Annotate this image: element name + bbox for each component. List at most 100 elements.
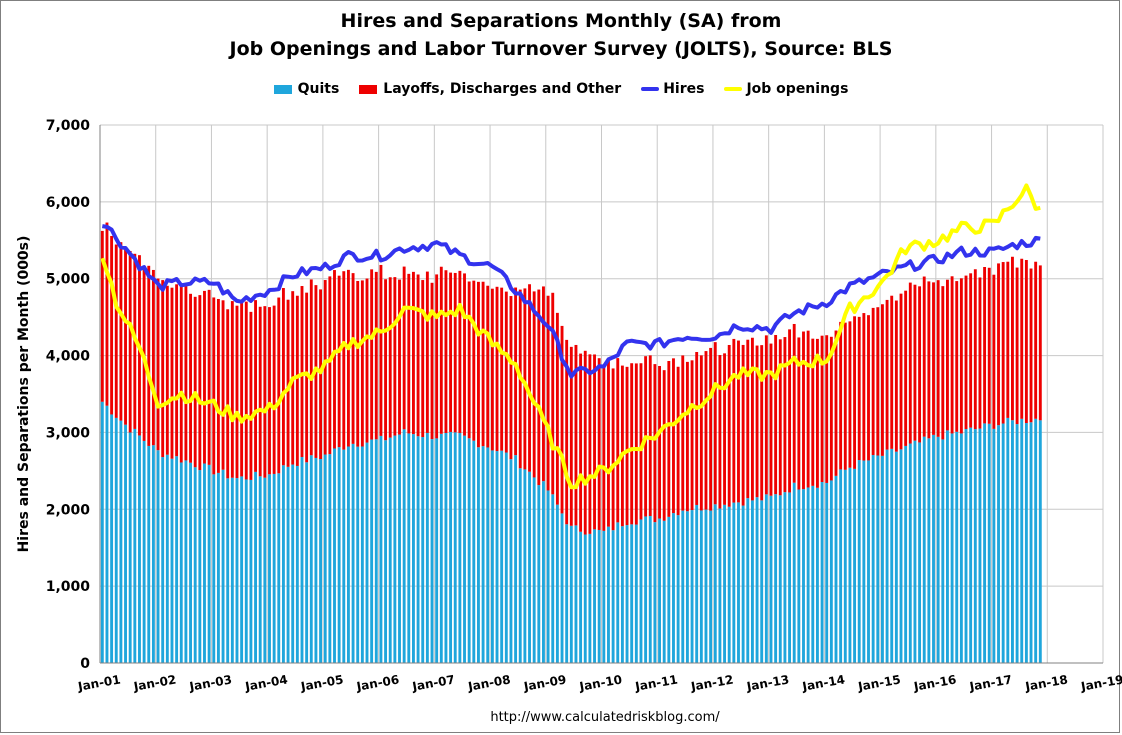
bar-layoffs bbox=[634, 363, 638, 525]
bar-layoffs bbox=[685, 361, 689, 512]
bar-layoffs bbox=[946, 279, 949, 431]
bar-layoffs bbox=[718, 355, 722, 509]
bar-layoffs bbox=[593, 354, 596, 530]
bar-layoffs bbox=[746, 339, 750, 499]
bar-layoffs bbox=[147, 265, 151, 446]
x-tick-label: Jan-15 bbox=[856, 672, 902, 693]
bar-quits bbox=[750, 500, 754, 663]
bar-quits bbox=[416, 436, 420, 663]
bar-quits bbox=[667, 516, 671, 663]
bar-layoffs bbox=[235, 305, 239, 479]
bar-quits bbox=[156, 450, 160, 663]
bar-quits bbox=[528, 471, 531, 663]
bar-layoffs bbox=[472, 280, 476, 441]
bar-quits bbox=[695, 504, 699, 663]
bar-layoffs bbox=[407, 273, 411, 434]
bar-layoffs bbox=[240, 302, 244, 477]
bar-quits bbox=[295, 465, 299, 663]
bar-layoffs bbox=[523, 288, 527, 470]
x-tick-label: Jan-18 bbox=[1023, 672, 1069, 693]
bar-layoffs bbox=[268, 307, 271, 475]
bar-layoffs bbox=[880, 304, 884, 456]
line-hires bbox=[101, 224, 1041, 379]
bar-layoffs bbox=[458, 270, 462, 433]
bar-layoffs bbox=[667, 360, 671, 517]
bar-quits bbox=[300, 457, 304, 663]
bar-quits bbox=[268, 474, 271, 663]
bar-quits bbox=[1006, 417, 1010, 663]
bar-quits bbox=[607, 526, 610, 663]
bar-layoffs bbox=[551, 292, 555, 495]
bar-layoffs bbox=[114, 244, 118, 418]
bar-layoffs bbox=[565, 339, 569, 525]
bar-quits bbox=[105, 405, 109, 663]
bar-layoffs bbox=[323, 280, 327, 455]
bar-layoffs bbox=[398, 279, 401, 435]
x-tick-label: Jan-03 bbox=[187, 672, 233, 693]
bar-layoffs bbox=[639, 363, 643, 520]
bar-layoffs bbox=[156, 278, 160, 451]
bar-quits bbox=[964, 429, 968, 663]
chart-title: Hires and Separations Monthly (SA) from bbox=[340, 10, 782, 32]
bar-layoffs bbox=[184, 286, 188, 461]
bar-layoffs bbox=[1024, 260, 1028, 424]
bar-layoffs bbox=[342, 271, 346, 450]
y-tick-label: 0 bbox=[80, 656, 90, 672]
bar-layoffs bbox=[797, 337, 801, 490]
bar-layoffs bbox=[477, 281, 480, 448]
bar-layoffs bbox=[616, 358, 620, 523]
bar-layoffs bbox=[774, 335, 778, 495]
bar-quits bbox=[254, 471, 257, 663]
bar-quits bbox=[509, 459, 513, 663]
bar-layoffs bbox=[1029, 268, 1033, 423]
y-tick-label: 6,000 bbox=[46, 195, 91, 211]
bar-quits bbox=[1034, 418, 1038, 663]
bar-quits bbox=[815, 487, 819, 663]
bar-quits bbox=[546, 490, 550, 663]
bar-layoffs bbox=[1001, 262, 1005, 424]
bar-quits bbox=[997, 425, 1000, 663]
bar-quits bbox=[913, 440, 917, 663]
bar-quits bbox=[978, 428, 982, 663]
bar-layoffs bbox=[165, 285, 169, 455]
bar-quits bbox=[444, 432, 448, 663]
bar-quits bbox=[490, 450, 494, 663]
bar-layoffs bbox=[741, 344, 745, 506]
legend-item-quits: Quits bbox=[273, 81, 340, 97]
bar-quits bbox=[927, 438, 931, 663]
bar-layoffs bbox=[351, 273, 355, 444]
bar-quits bbox=[189, 462, 192, 663]
bar-quits bbox=[388, 437, 392, 663]
bar-layoffs bbox=[583, 350, 587, 535]
bar-layoffs bbox=[829, 336, 833, 481]
bar-layoffs bbox=[709, 347, 713, 511]
legend-label-quits: Quits bbox=[297, 81, 340, 97]
chart-subtitle: Job Openings and Labor Turnover Survey (… bbox=[229, 38, 893, 60]
bar-quits bbox=[625, 525, 629, 663]
bar-quits bbox=[175, 456, 179, 663]
bar-layoffs bbox=[1015, 267, 1019, 425]
bar-quits bbox=[630, 524, 634, 663]
bar-layoffs bbox=[987, 267, 991, 424]
bar-quits bbox=[495, 451, 499, 663]
bar-quits bbox=[783, 492, 787, 663]
bar-layoffs bbox=[908, 282, 912, 444]
bar-layoffs bbox=[509, 296, 513, 460]
bar-quits bbox=[611, 530, 615, 663]
bar-layoffs bbox=[542, 286, 545, 482]
bar-layoffs bbox=[936, 280, 940, 437]
bar-layoffs bbox=[918, 286, 922, 443]
bar-quits bbox=[356, 446, 360, 663]
bar-layoffs bbox=[853, 316, 857, 469]
bar-layoffs bbox=[620, 365, 624, 527]
bar-layoffs bbox=[969, 273, 973, 428]
bar-quits bbox=[235, 478, 239, 663]
bar-quits bbox=[346, 446, 350, 663]
bar-quits bbox=[439, 433, 443, 663]
bar-layoffs bbox=[216, 298, 220, 473]
bar-quits bbox=[249, 479, 253, 663]
bar-layoffs bbox=[597, 358, 601, 530]
bar-layoffs bbox=[904, 290, 908, 446]
legend-swatch-layoffs bbox=[359, 84, 378, 94]
